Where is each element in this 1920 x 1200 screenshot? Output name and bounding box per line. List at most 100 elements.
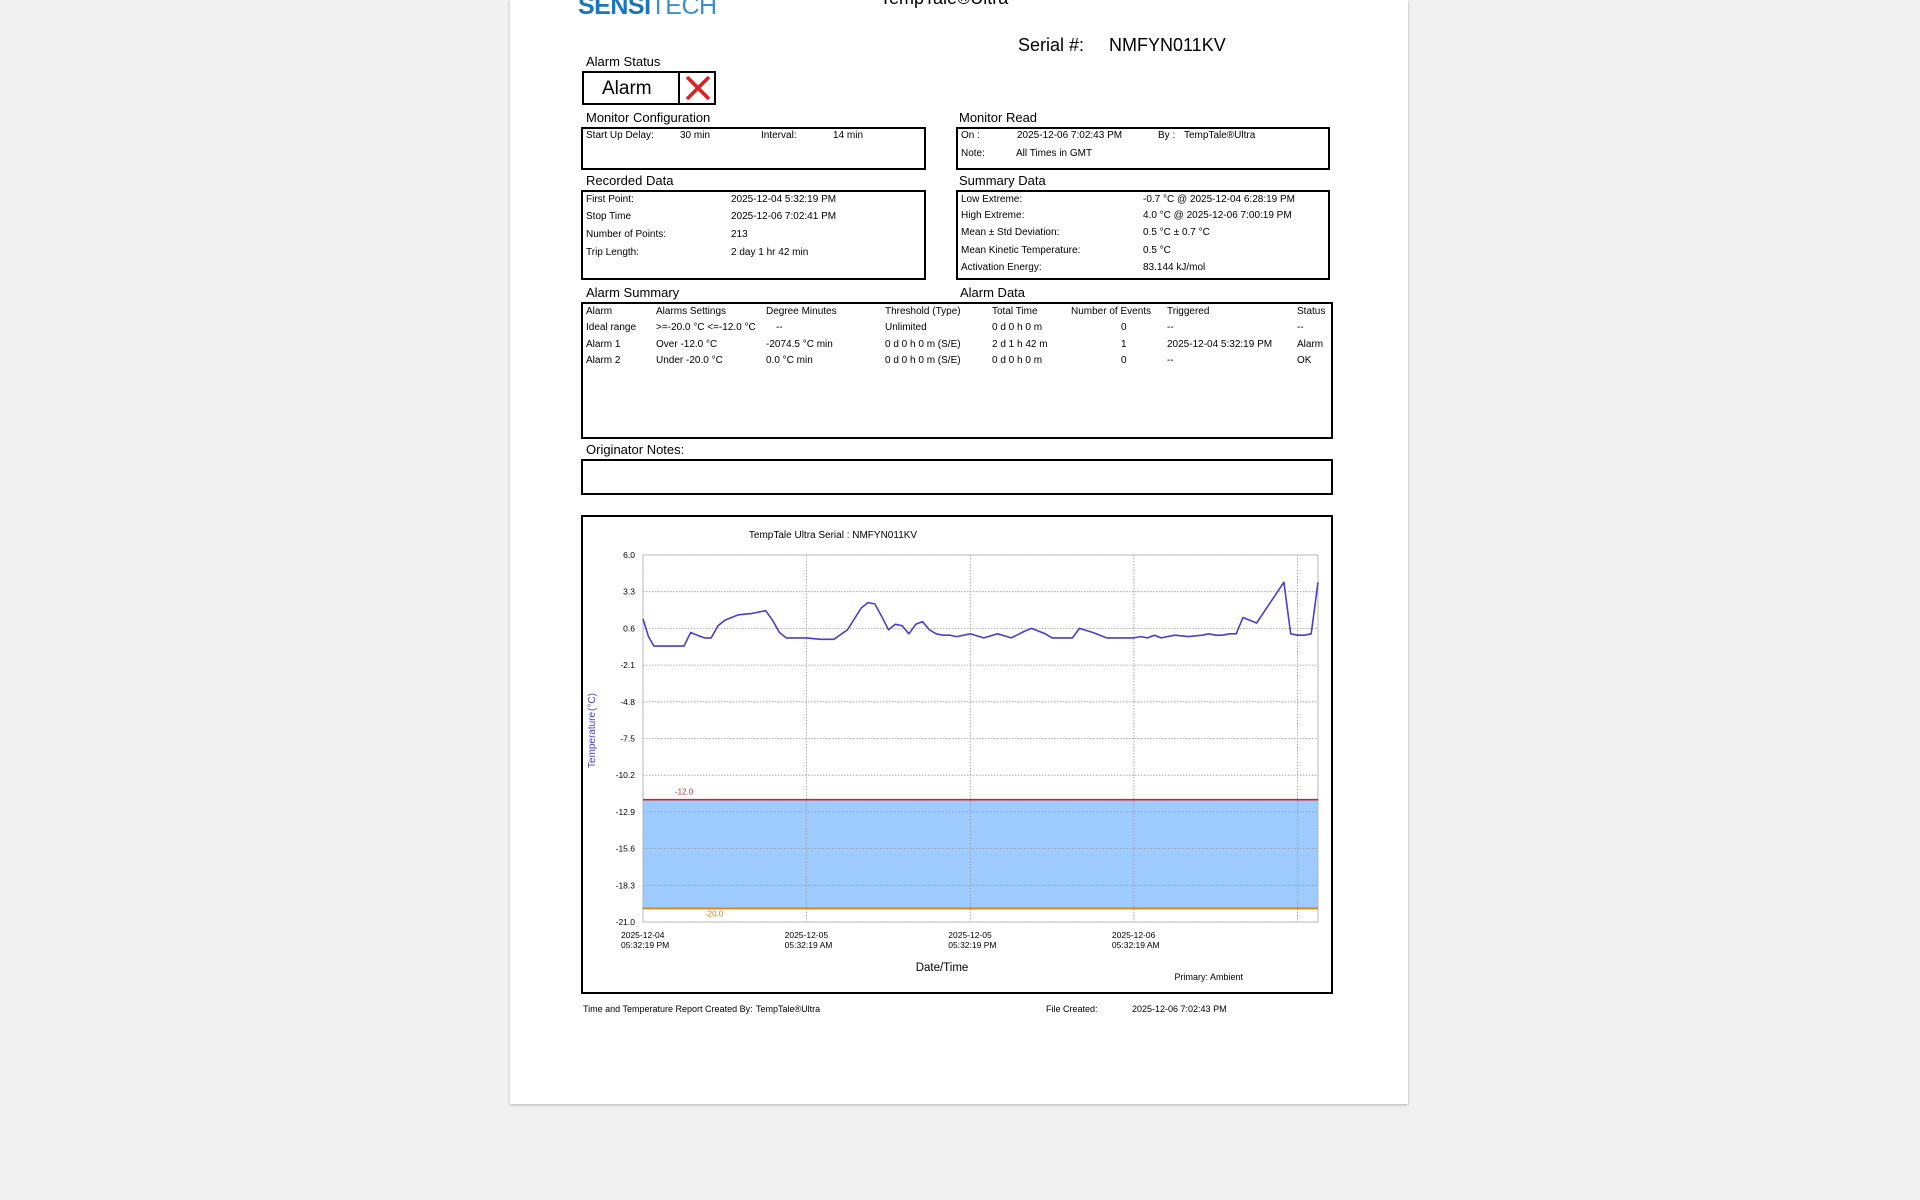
footer-file-created-label: File Created: [1046, 1004, 1098, 1014]
chart-xlabel: Date/Time [916, 962, 969, 974]
alarm-table-cell: -2074.5 °C min [766, 339, 833, 350]
summary-label: Mean Kinetic Temperature: [961, 245, 1081, 256]
alarm-summary-heading: Alarm Summary [586, 285, 680, 300]
interval-value: 14 min [833, 130, 864, 141]
monitor-config-box: Start Up Delay: 30 min Interval: 14 min [581, 127, 926, 170]
red-x-icon [685, 75, 711, 101]
alarm-table-cell: 0 [1121, 355, 1127, 366]
x-tick-label: 2025-12-06 [1112, 930, 1156, 940]
alarm-table-cell: -- [776, 322, 783, 333]
recorded-label: Number of Points: [586, 229, 667, 240]
recorded-value: 2 day 1 hr 42 min [731, 247, 809, 258]
y-tick-label: -18.3 [616, 880, 636, 890]
monitor-read-heading: Monitor Read [959, 110, 1038, 125]
alarm-table-cell: 0 d 0 h 0 m [992, 355, 1043, 366]
y-tick-label: 0.6 [623, 623, 635, 633]
alarm-table-cell: 0 [1121, 322, 1127, 333]
alarm-table-cell: -- [1297, 322, 1304, 333]
alarm-table-cell: Over -12.0 °C [656, 339, 718, 350]
sensitech-logo: SENSITECH [578, 0, 717, 20]
alarm-table-header: Alarms Settings [656, 306, 727, 317]
summary-label: Mean ± Std Deviation: [961, 227, 1060, 238]
alarm-table-cell: >=-20.0 °C <=-12.0 °C [656, 322, 756, 333]
alarm-table-cell: Ideal range [586, 322, 637, 333]
recorded-value: 2025-12-06 7:02:41 PM [731, 211, 837, 222]
alarm-table-cell: OK [1297, 355, 1312, 366]
alarm-table-cell: Alarm [1297, 339, 1324, 350]
recorded-label: Stop Time [586, 211, 632, 222]
alarm-status-box: Alarm [582, 71, 716, 105]
alarm-table-header: Degree Minutes [766, 306, 837, 317]
x-tick-label: 05:32:19 PM [948, 940, 996, 950]
alarm-table-cell: -- [1167, 322, 1174, 333]
plot-border [642, 554, 1319, 923]
footer-file-created-value: 2025-12-06 7:02:43 PM [1132, 1004, 1227, 1014]
summary-label: Low Extreme: [961, 194, 1023, 205]
alarm-table-cell: 0 d 0 h 0 m [992, 322, 1043, 333]
y-tick-label: -10.2 [616, 770, 636, 780]
y-tick-label: -2.1 [620, 660, 635, 670]
read-by-label: By : [1158, 130, 1176, 141]
recorded-label: Trip Length: [586, 247, 639, 258]
chart-legend: Primary: Ambient [1174, 972, 1243, 982]
recorded-value: 2025-12-04 5:32:19 PM [731, 194, 837, 205]
x-tick-label: 05:32:19 AM [785, 940, 833, 950]
alarm-table-cell: Unlimited [885, 322, 927, 333]
summary-data-heading: Summary Data [959, 173, 1046, 188]
x-tick-label: 05:32:19 PM [621, 940, 669, 950]
read-on-value: 2025-12-06 7:02:43 PM [1017, 130, 1123, 141]
alarm-data-heading: Alarm Data [960, 285, 1026, 300]
startup-delay-value: 30 min [680, 130, 711, 141]
recorded-value: 213 [731, 229, 748, 240]
summary-label: High Extreme: [961, 210, 1025, 221]
summary-value: -0.7 °C @ 2025-12-04 6:28:19 PM [1143, 194, 1296, 205]
read-by-value: TempTale®Ultra [1184, 130, 1256, 141]
y-tick-label: -7.5 [620, 734, 635, 744]
x-tick-label: 2025-12-05 [948, 930, 992, 940]
summary-data-box: Low Extreme: -0.7 °C @ 2025-12-04 6:28:1… [956, 190, 1330, 280]
alarm-table-cell: 2 d 1 h 42 m [992, 339, 1048, 350]
alarm-table-cell: 0 d 0 h 0 m (S/E) [885, 339, 961, 350]
alarm-table-header: Status [1297, 306, 1326, 317]
summary-value: 4.0 °C @ 2025-12-06 7:00:19 PM [1143, 210, 1292, 221]
alarm-table-cell: Alarm 2 [586, 355, 621, 366]
alarm-status-value: Alarm [602, 78, 652, 99]
alarm-table-header: Total Time [992, 306, 1038, 317]
report-page: SENSITECH TempTale®Ultra Serial #: NMFYN… [510, 0, 1408, 1104]
footer-created-by-value: TempTale®Ultra [756, 1004, 821, 1014]
read-note-label: Note: [961, 148, 985, 159]
y-tick-label: -12.9 [616, 807, 636, 817]
serial-value: NMFYN011KV [1109, 35, 1226, 55]
chart-title: TempTale Ultra Serial : NMFYN011KV [749, 530, 918, 541]
x-tick-label: 2025-12-05 [785, 930, 829, 940]
y-tick-label: -21.0 [616, 917, 636, 927]
monitor-read-box: On : 2025-12-06 7:02:43 PM By : TempTale… [956, 127, 1330, 170]
alarm-table-header: Alarm [586, 306, 613, 317]
startup-delay-label: Start Up Delay: [586, 130, 654, 141]
alarm-summary-box: Alarm Alarms Settings Degree Minutes Thr… [581, 302, 1333, 439]
summary-value: 83.144 kJ/mol [1143, 262, 1206, 273]
alarm-table-cell: 1 [1121, 339, 1127, 350]
alarm-table-cell: 0.0 °C min [766, 355, 813, 366]
alarm-table-header: Triggered [1167, 306, 1210, 317]
x-tick-label: 05:32:19 AM [1112, 940, 1160, 950]
threshold-label: -12.0 [675, 788, 694, 797]
y-tick-label: 6.0 [623, 550, 635, 560]
ideal-range-band [643, 799, 1318, 909]
report-title: TempTale®Ultra [880, 0, 1008, 9]
y-tick-label: -4.8 [620, 697, 635, 707]
x-tick-label: 2025-12-04 [621, 930, 665, 940]
temperature-series-line [642, 581, 1319, 647]
summary-label: Activation Energy: [961, 262, 1042, 273]
interval-label: Interval: [761, 130, 797, 141]
alarm-status-heading: Alarm Status [586, 54, 661, 69]
alarm-table-cell: Alarm 1 [586, 339, 621, 350]
chart-yunit: (°C) [587, 693, 598, 711]
threshold-label: -20.0 [705, 909, 724, 918]
alarm-table-header: Number of Events [1071, 306, 1152, 317]
summary-value: 0.5 °C [1143, 245, 1171, 256]
y-tick-label: 3.3 [623, 587, 635, 597]
chart-ylabel: Temperature [587, 711, 598, 768]
footer-created-by-label: Time and Temperature Report Created By: [583, 1004, 753, 1014]
recorded-data-box: First Point: 2025-12-04 5:32:19 PM Stop … [581, 190, 926, 280]
